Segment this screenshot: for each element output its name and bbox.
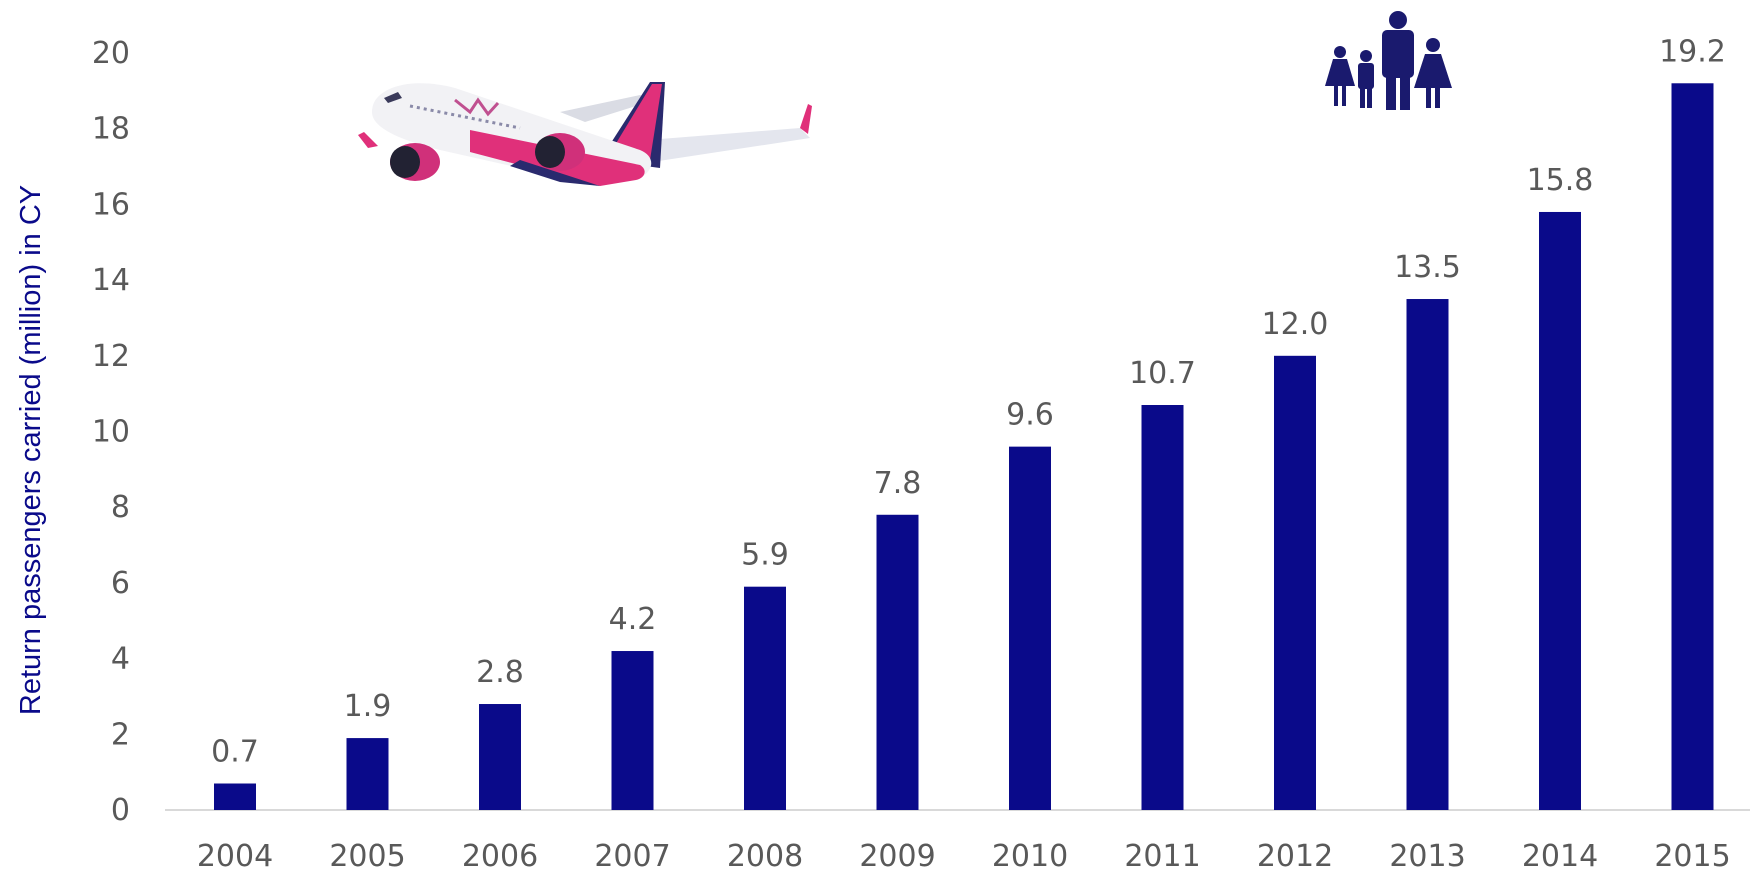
x-tick-label: 2010 [992,839,1068,873]
airplane-icon [358,82,812,186]
data-label: 13.5 [1394,250,1461,285]
data-label: 2.8 [476,655,524,690]
y-tick-label: 12 [92,339,130,374]
bars [214,83,1714,811]
x-tick-label: 2007 [594,839,670,873]
data-labels: 0.7 1.9 2.8 4.2 5.9 7.8 9.6 10.7 12.0 13.5 15.8 19.… [211,34,1726,769]
data-label: 7.8 [874,466,922,501]
bar-2008 [744,586,786,810]
data-label: 9.6 [1006,398,1054,433]
family-icon [1325,11,1452,110]
bar-2013 [1406,299,1449,810]
y-tick-label: 16 [92,187,130,222]
y-tick-label: 0 [111,793,130,828]
y-tick-label: 10 [92,415,130,450]
x-tick-label: 2009 [859,839,935,873]
y-axis-title: Return passengers carried (million) in C… [15,185,47,715]
data-label: 10.7 [1129,356,1196,391]
x-tick-label: 2013 [1389,839,1465,873]
bar-2005 [346,738,389,810]
bar-2007 [611,651,654,810]
y-tick-label: 8 [111,490,130,525]
bar-2006 [479,704,521,810]
bar-2010 [1009,446,1051,810]
data-label: 15.8 [1527,163,1594,198]
data-label: 12.0 [1262,307,1329,342]
y-tick-label: 6 [111,566,130,601]
x-tick-label: 2005 [329,839,405,873]
bar-2015 [1671,83,1714,810]
y-tick-label: 18 [92,112,130,147]
data-label: 0.7 [211,735,259,770]
y-tick-labels: 0 2 4 6 8 10 12 14 16 18 20 [92,36,130,828]
data-label: 4.2 [609,602,657,637]
data-label: 1.9 [344,689,392,724]
x-tick-label: 2006 [462,839,538,873]
x-tick-labels: 2004 2005 2006 2007 2008 2009 2010 2011 2012 2013… [197,839,1731,873]
x-tick-label: 2004 [197,839,273,873]
x-tick-label: 2011 [1124,839,1200,873]
bar-2009 [876,514,919,810]
bar-2014 [1539,211,1581,811]
x-tick-label: 2008 [727,839,803,873]
x-tick-label: 2012 [1257,839,1333,873]
y-tick-label: 2 [111,717,130,752]
data-label: 19.2 [1659,34,1726,69]
bar-2004 [214,783,256,810]
x-tick-label: 2015 [1654,839,1730,873]
x-tick-label: 2014 [1522,839,1598,873]
y-tick-label: 4 [111,642,130,677]
y-tick-label: 20 [92,36,130,71]
bar-2012 [1274,355,1316,810]
y-tick-label: 14 [92,263,130,298]
bar-2011 [1141,405,1184,810]
data-label: 5.9 [741,538,789,573]
